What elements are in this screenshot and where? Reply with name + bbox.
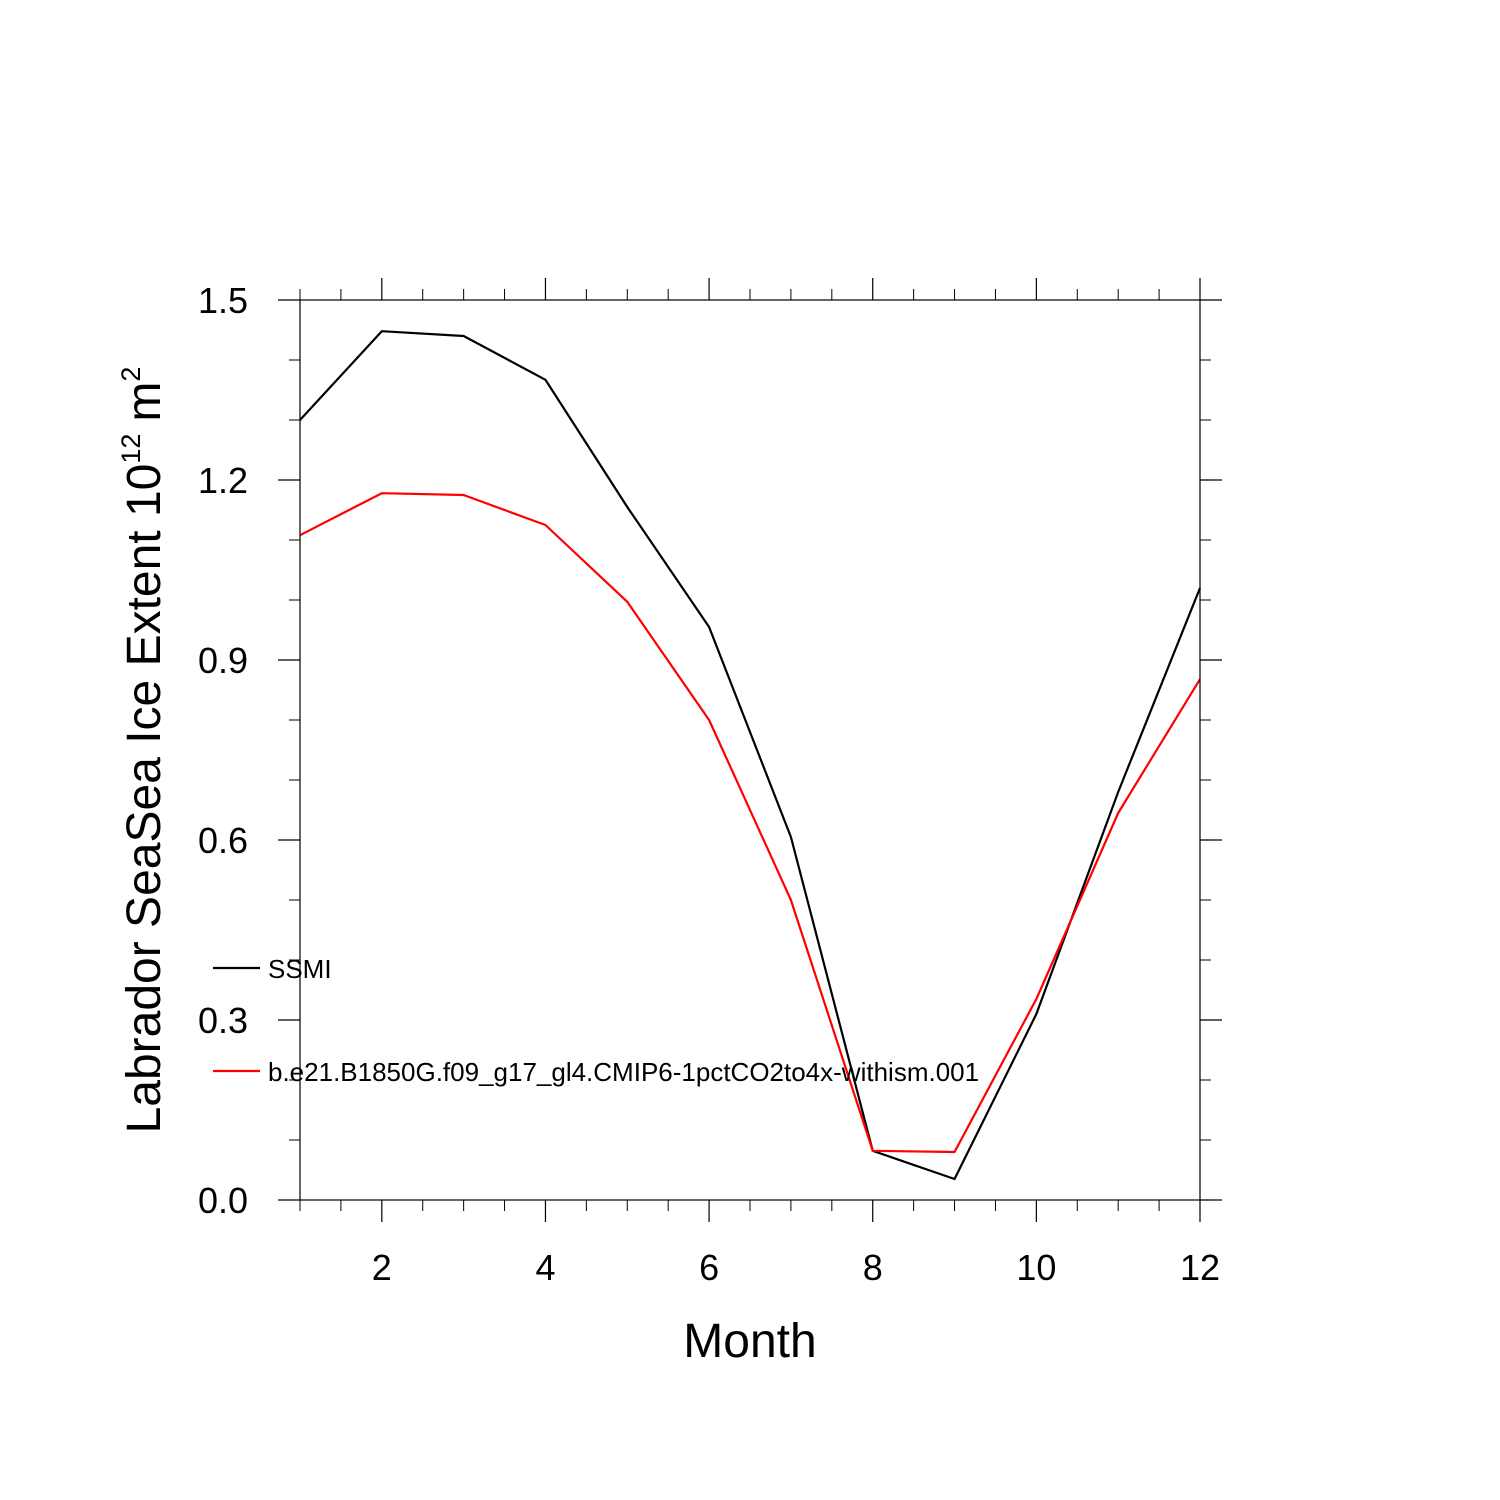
series-line-2 <box>299 492 1201 1154</box>
y-tick-label: 0.3 <box>198 1000 248 1041</box>
y-tick-label: 0.6 <box>198 820 248 861</box>
legend-label: b.e21.B1850G.f09_g17_gl4.CMIP6-1pctCO2to… <box>268 1057 979 1087</box>
minor-ticks <box>289 289 1211 1211</box>
x-tick-label: 12 <box>1180 1247 1220 1288</box>
y-tick-label: 1.2 <box>198 460 248 501</box>
x-tick-label: 4 <box>535 1247 555 1288</box>
x-axis-label: Month <box>683 1315 816 1368</box>
x-tick-label: 10 <box>1016 1247 1056 1288</box>
y-axis-label-unit-exponent: 2 <box>116 367 146 382</box>
y-tick-label: 0.0 <box>198 1180 248 1221</box>
y-tick-label: 0.9 <box>198 640 248 681</box>
legend-label: SSMI <box>268 954 332 984</box>
y-axis-label: Labrador SeaSea Ice Extent 1012 m2 <box>116 367 171 1134</box>
y-axis-label-unit: m <box>118 382 171 422</box>
tick-labels: 2 4 6 8 10 12 0.0 0.3 0.6 0.9 1.2 1.5 <box>198 280 1220 1288</box>
major-ticks <box>278 278 1222 1222</box>
x-tick-label: 2 <box>372 1247 392 1288</box>
x-tick-label: 6 <box>699 1247 719 1288</box>
series-line-1 <box>299 330 1202 1181</box>
y-axis-label-exponent: 12 <box>116 434 146 464</box>
y-axis-label-main: Labrador SeaSea Ice Extent 10 <box>118 464 171 1134</box>
x-tick-label: 8 <box>863 1247 883 1288</box>
series-layer <box>299 330 1202 1181</box>
y-tick-label: 1.5 <box>198 280 248 321</box>
plot-frame <box>299 299 1201 1201</box>
legend: SSMI b.e21.B1850G.f09_g17_gl4.CMIP6-1pctC… <box>213 954 979 1087</box>
